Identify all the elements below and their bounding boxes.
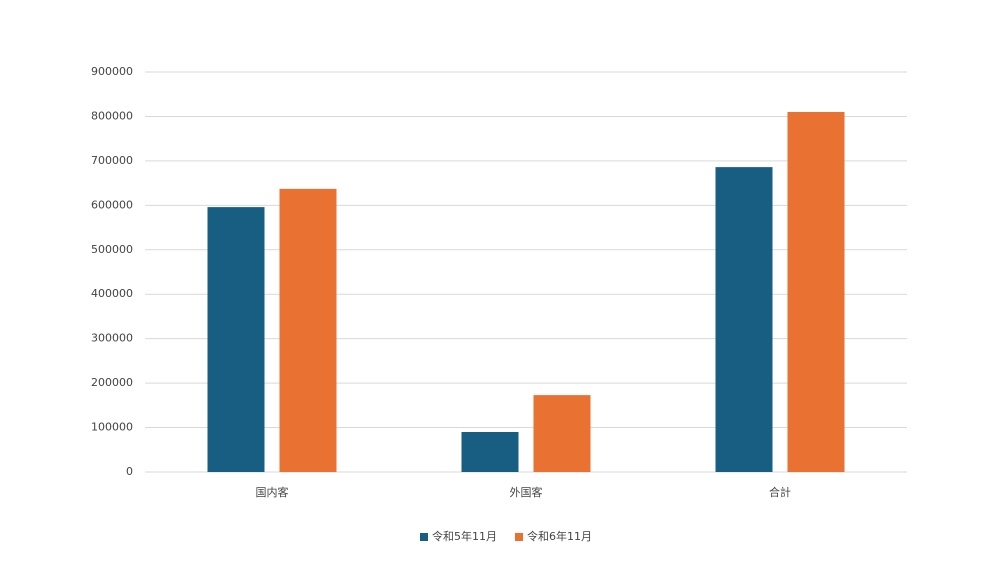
x-tick-label: 外国客 bbox=[510, 485, 543, 499]
x-tick-label: 合計 bbox=[769, 485, 791, 499]
y-tick-label: 600000 bbox=[91, 198, 133, 211]
legend-swatch bbox=[420, 533, 428, 541]
y-tick-label: 700000 bbox=[91, 154, 133, 167]
bar bbox=[533, 395, 591, 472]
y-tick-label: 100000 bbox=[91, 421, 133, 434]
y-tick-label: 900000 bbox=[91, 65, 133, 78]
bar bbox=[279, 188, 337, 472]
x-tick-label: 国内客 bbox=[256, 485, 289, 499]
y-tick-label: 0 bbox=[126, 465, 133, 478]
y-tick-label: 400000 bbox=[91, 287, 133, 300]
legend-label: 令和5年11月 bbox=[432, 529, 497, 543]
y-tick-label: 800000 bbox=[91, 109, 133, 122]
legend-label: 令和6年11月 bbox=[527, 529, 592, 543]
bar bbox=[207, 207, 265, 472]
legend-swatch bbox=[515, 533, 523, 541]
bar bbox=[715, 167, 773, 472]
y-tick-label: 200000 bbox=[91, 376, 133, 389]
bar bbox=[787, 112, 845, 472]
y-tick-label: 500000 bbox=[91, 243, 133, 256]
y-tick-label: 300000 bbox=[91, 332, 133, 345]
bar bbox=[461, 432, 519, 472]
